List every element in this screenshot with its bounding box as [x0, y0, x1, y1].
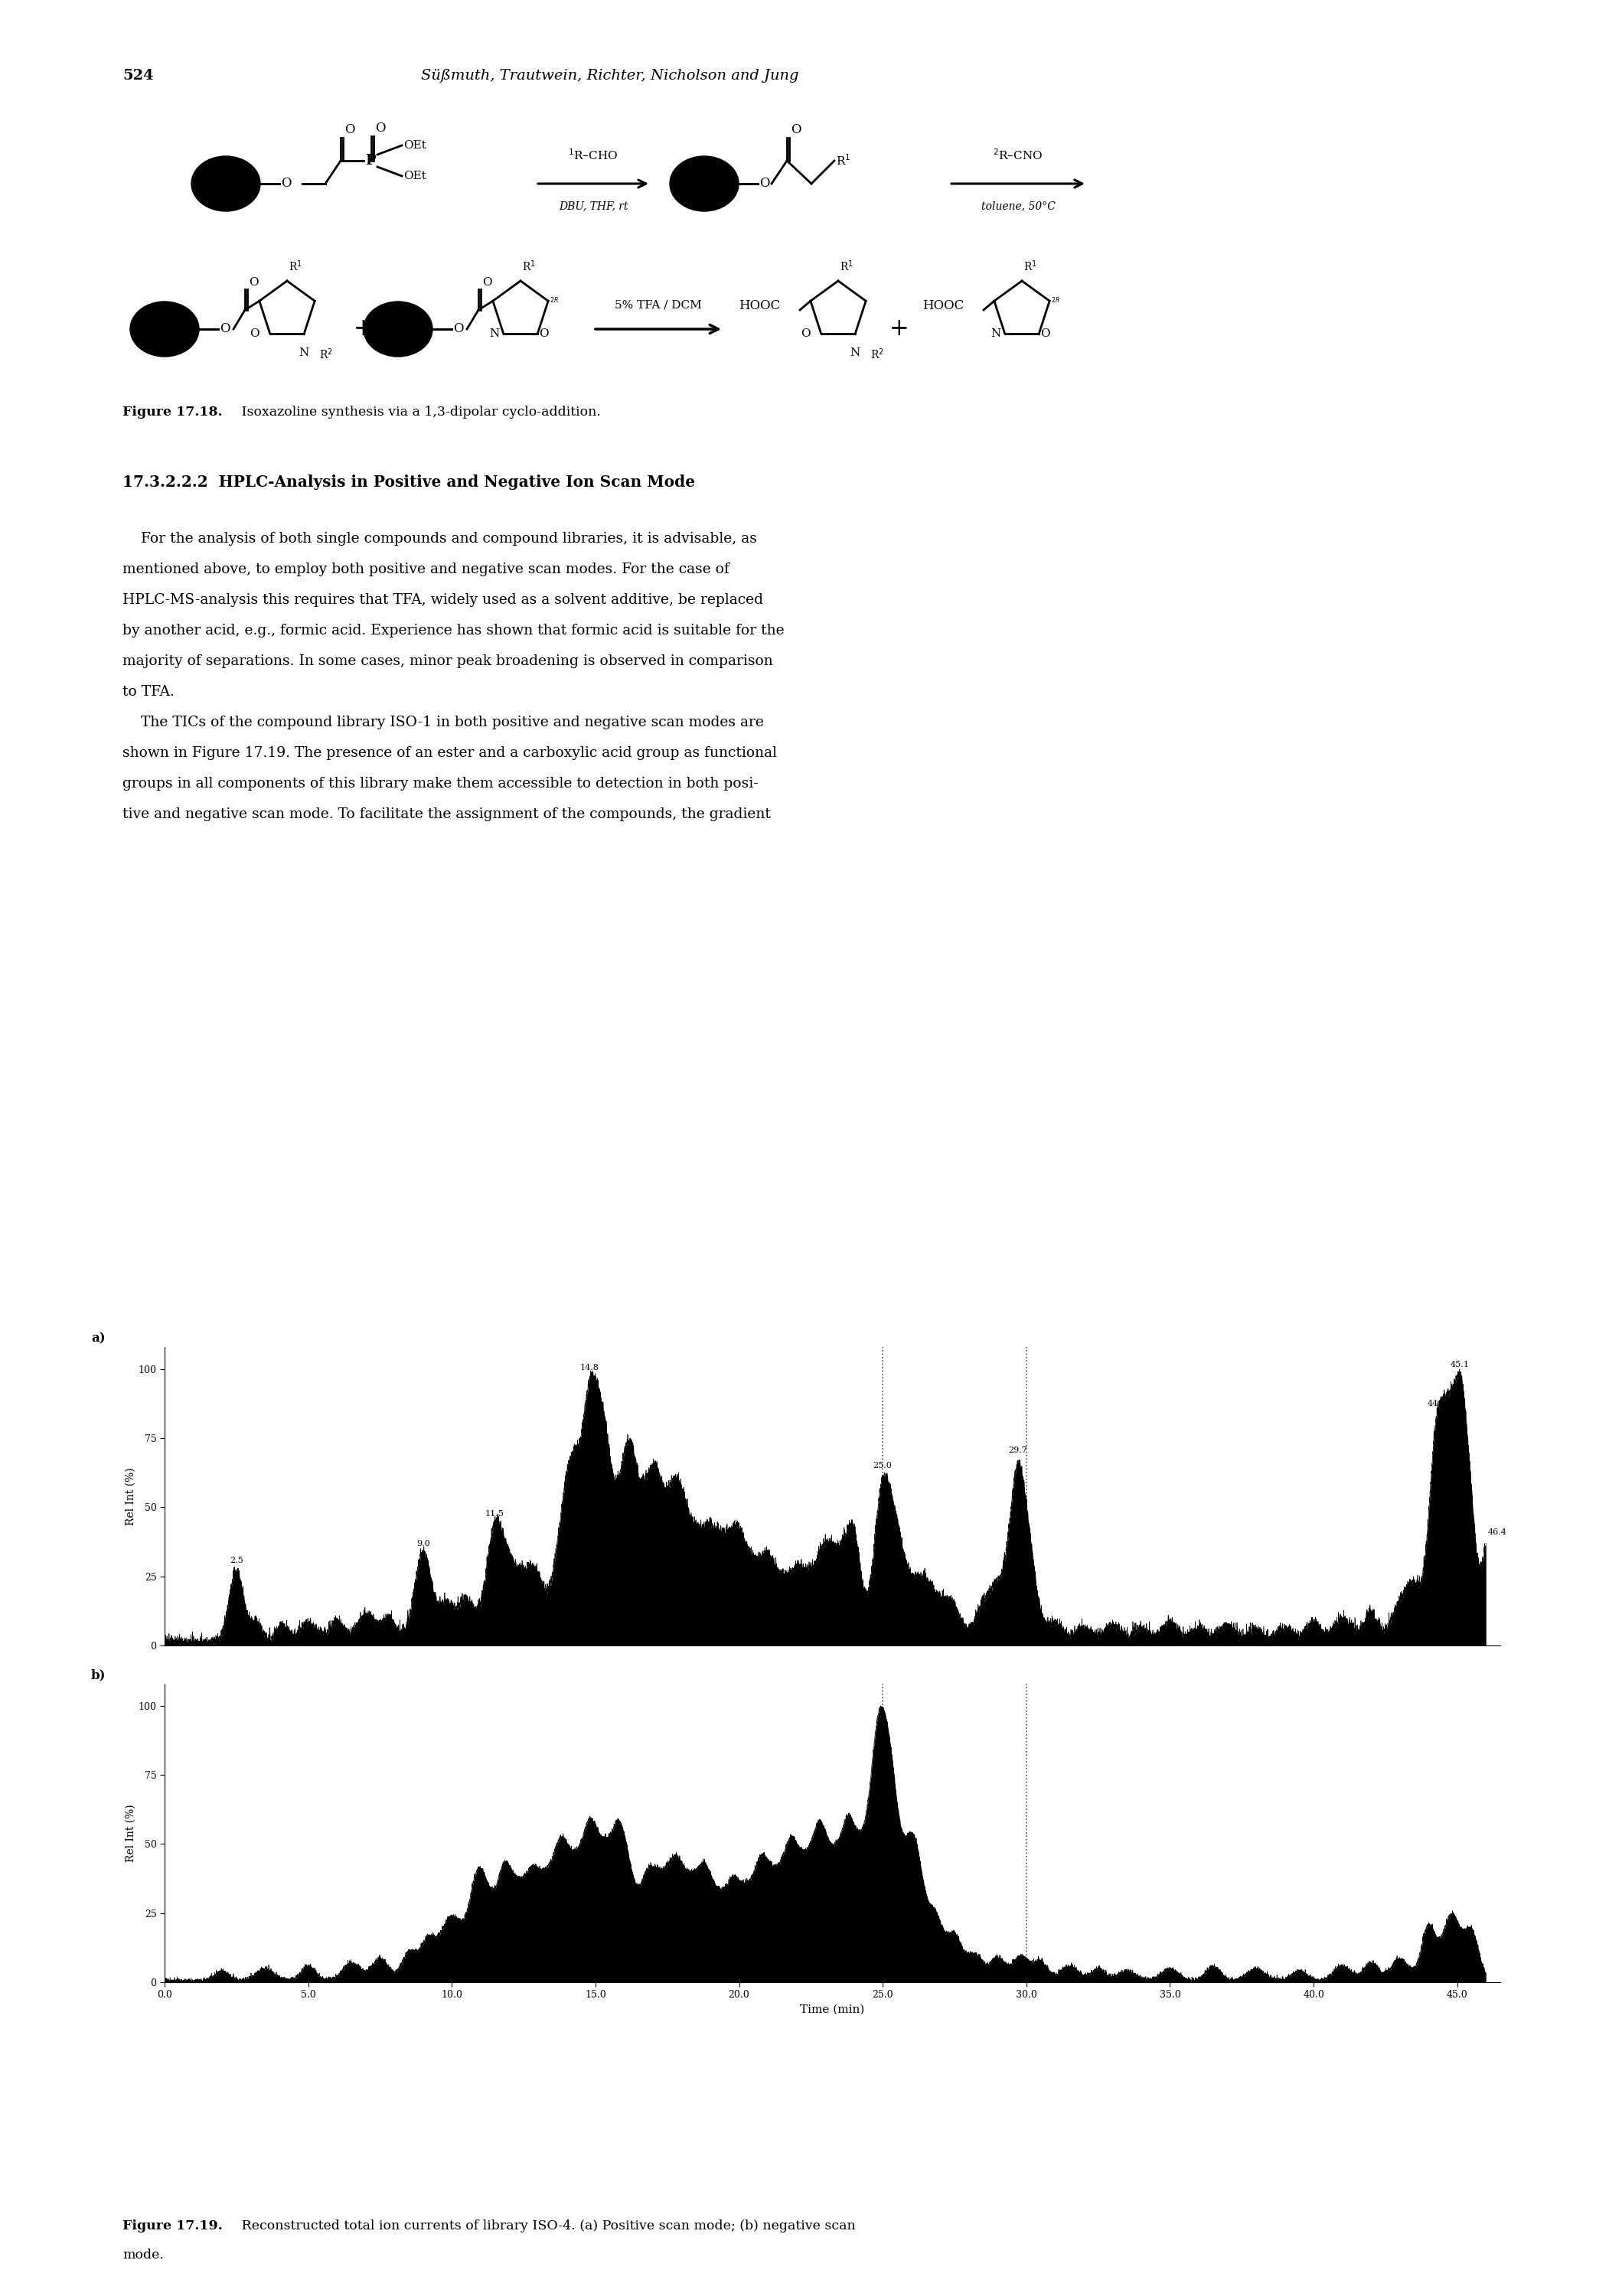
Text: P: P [365, 154, 375, 168]
Ellipse shape [191, 156, 261, 211]
Text: For the analysis of both single compounds and compound libraries, it is advisabl: For the analysis of both single compound… [122, 533, 756, 546]
Text: R$^1$: R$^1$ [288, 259, 302, 273]
Text: O: O [282, 177, 291, 191]
X-axis label: Time (min): Time (min) [800, 2004, 864, 2016]
Text: $^2$R–CNO: $^2$R–CNO [993, 147, 1043, 163]
Text: O: O [801, 328, 811, 340]
Text: 44.3: 44.3 [1427, 1401, 1446, 1407]
Text: O: O [539, 328, 549, 340]
Text: a): a) [92, 1332, 105, 1345]
Text: Isoxazoline synthesis via a 1,3-dipolar cyclo-addition.: Isoxazoline synthesis via a 1,3-dipolar … [237, 406, 600, 418]
Text: O: O [790, 124, 801, 135]
Text: HOOC: HOOC [922, 301, 964, 312]
Text: N: N [850, 347, 861, 358]
Text: O: O [249, 278, 259, 287]
Text: R$^1$: R$^1$ [840, 259, 853, 273]
Text: N: N [299, 347, 309, 358]
Text: 46.4: 46.4 [1488, 1529, 1508, 1536]
Text: Süßmuth, Trautwein, Richter, Nicholson and Jung: Süßmuth, Trautwein, Richter, Nicholson a… [422, 69, 798, 83]
Text: 11.5: 11.5 [486, 1511, 505, 1518]
Text: R$^2$: R$^2$ [320, 347, 333, 360]
Text: O: O [220, 324, 230, 335]
Text: mode.: mode. [122, 2248, 164, 2262]
Text: mentioned above, to employ both positive and negative scan modes. For the case o: mentioned above, to employ both positive… [122, 563, 729, 576]
Text: R$^1$: R$^1$ [837, 154, 851, 168]
Text: by another acid, e.g., formic acid. Experience has shown that formic acid is sui: by another acid, e.g., formic acid. Expe… [122, 625, 784, 638]
Y-axis label: Rel Int (%): Rel Int (%) [126, 1467, 137, 1525]
Text: O: O [1041, 328, 1051, 340]
Text: N: N [991, 328, 1001, 340]
Ellipse shape [130, 301, 200, 356]
Text: +: + [354, 317, 373, 342]
Text: DBU, THF, rt: DBU, THF, rt [558, 200, 628, 211]
Text: N: N [489, 328, 499, 340]
Text: majority of separations. In some cases, minor peak broadening is observed in com: majority of separations. In some cases, … [122, 654, 772, 668]
Text: 2.5: 2.5 [230, 1557, 243, 1564]
Text: O: O [344, 124, 356, 135]
Text: 5% TFA / DCM: 5% TFA / DCM [615, 298, 702, 310]
Text: shown in Figure 17.19. The presence of an ester and a carboxylic acid group as f: shown in Figure 17.19. The presence of a… [122, 746, 777, 760]
Text: $^1$R–CHO: $^1$R–CHO [568, 147, 618, 163]
Text: O: O [375, 122, 386, 135]
Text: groups in all components of this library make them accessible to detection in bo: groups in all components of this library… [122, 776, 758, 790]
Text: to TFA.: to TFA. [122, 684, 174, 698]
Ellipse shape [364, 301, 433, 356]
Text: 25.0: 25.0 [874, 1463, 893, 1469]
Text: tive and negative scan mode. To facilitate the assignment of the compounds, the : tive and negative scan mode. To facilita… [122, 808, 771, 822]
Text: O: O [483, 278, 492, 287]
Text: Figure 17.19.: Figure 17.19. [122, 2220, 222, 2232]
Text: 524: 524 [122, 69, 153, 83]
Text: O: O [249, 328, 259, 340]
Ellipse shape [669, 156, 739, 211]
Text: The TICs of the compound library ISO-1 in both positive and negative scan modes : The TICs of the compound library ISO-1 i… [122, 716, 764, 730]
Text: 14.8: 14.8 [581, 1364, 599, 1371]
Text: Reconstructed total ion currents of library ISO-4. (a) Positive scan mode; (b) n: Reconstructed total ion currents of libr… [237, 2220, 856, 2232]
Text: OEt: OEt [404, 170, 426, 181]
Text: b): b) [92, 1669, 106, 1681]
Text: O: O [454, 324, 463, 335]
Text: $^{2R}$: $^{2R}$ [1051, 296, 1060, 305]
Text: $^{2R}$: $^{2R}$ [550, 296, 558, 305]
Text: R$^1$: R$^1$ [1023, 259, 1038, 273]
Text: R$^2$: R$^2$ [870, 347, 885, 360]
Y-axis label: Rel Int (%): Rel Int (%) [126, 1805, 137, 1862]
Text: +: + [890, 317, 909, 342]
Text: 9.0: 9.0 [417, 1541, 430, 1548]
Text: 45.1: 45.1 [1451, 1362, 1469, 1368]
Text: 17.3.2.2.2  HPLC-Analysis in Positive and Negative Ion Scan Mode: 17.3.2.2.2 HPLC-Analysis in Positive and… [122, 475, 695, 489]
Text: HPLC-MS-analysis this requires that TFA, widely used as a solvent additive, be r: HPLC-MS-analysis this requires that TFA,… [122, 592, 763, 606]
Text: O: O [759, 177, 769, 191]
Text: Figure 17.18.: Figure 17.18. [122, 406, 222, 418]
Text: HOOC: HOOC [739, 301, 780, 312]
Text: R$^1$: R$^1$ [521, 259, 536, 273]
Text: OEt: OEt [404, 140, 426, 152]
Text: toluene, 50°C: toluene, 50°C [981, 200, 1056, 211]
Text: 29.7: 29.7 [1009, 1446, 1027, 1453]
